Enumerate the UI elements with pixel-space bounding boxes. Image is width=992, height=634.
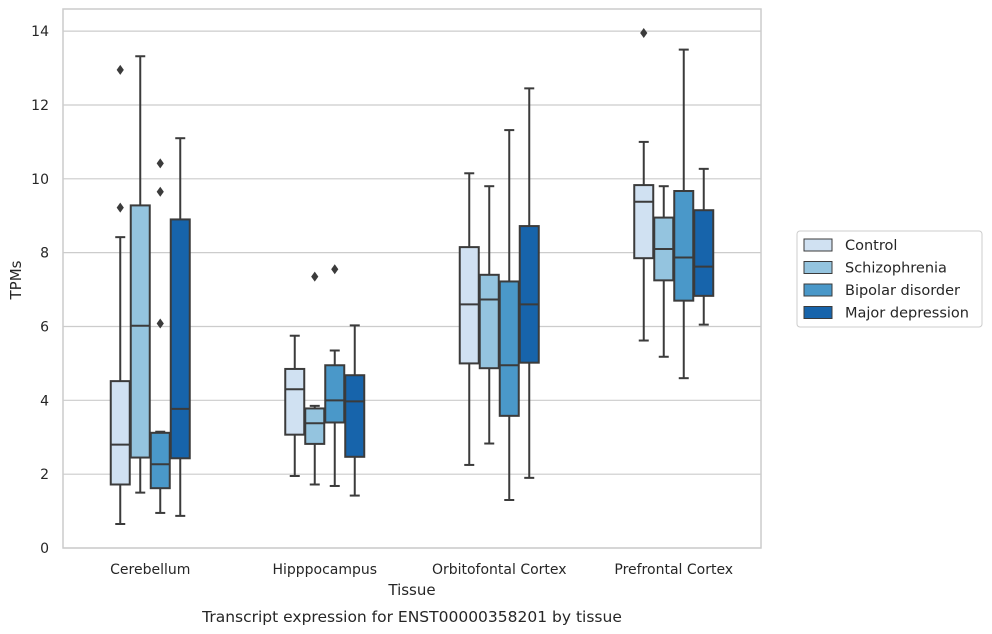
box xyxy=(498,280,520,417)
outlier-point xyxy=(640,27,648,38)
y-tick-label: 4 xyxy=(40,393,49,409)
box xyxy=(673,190,695,302)
box-3-3 xyxy=(693,167,715,326)
legend-swatch xyxy=(803,261,833,274)
box xyxy=(109,380,131,486)
outlier-point xyxy=(311,271,319,282)
y-tick-label: 6 xyxy=(40,319,49,335)
x-tick-label: Orbitofontal Cortex xyxy=(432,562,567,578)
box-1-1 xyxy=(304,271,326,486)
y-tick-label: 12 xyxy=(31,98,49,114)
legend-label: Major depression xyxy=(845,306,969,322)
box xyxy=(344,374,366,458)
legend-label: Schizophrenia xyxy=(845,261,947,277)
legend-frame xyxy=(796,230,983,328)
y-tick-label: 2 xyxy=(40,467,49,483)
box-2-3 xyxy=(518,87,540,479)
legend: Control Schizophrenia Bipolar disorder Majo… xyxy=(796,230,983,328)
box-0-1 xyxy=(129,55,151,494)
legend-swatch xyxy=(803,238,833,252)
legend-swatch xyxy=(803,283,833,297)
legend-swatch xyxy=(803,306,833,319)
y-tick-label: 10 xyxy=(31,172,49,188)
box xyxy=(324,364,346,424)
plot-frame xyxy=(62,8,762,549)
box-2-0 xyxy=(458,172,480,466)
outlier-point xyxy=(116,64,124,75)
x-tick-label: Hipppocampus xyxy=(272,562,377,578)
y-tick-labels: 0 2 4 6 8 10 12 14 xyxy=(31,24,49,557)
box-2-2 xyxy=(498,129,520,502)
box-1-3 xyxy=(344,324,366,497)
x-axis-label: Tissue xyxy=(387,581,435,599)
outlier-point xyxy=(156,318,164,329)
chart-title: Transcript expression for ENST0000035820… xyxy=(201,608,622,626)
box xyxy=(693,209,715,297)
box-3-1 xyxy=(653,185,675,358)
x-tick-label: Prefrontal Cortex xyxy=(614,562,733,578)
outlier-point xyxy=(156,158,164,169)
x-tick-labels: Cerebellum Hipppocampus Orbitofontal Corte… xyxy=(110,562,733,578)
y-tick-label: 8 xyxy=(40,246,49,262)
box xyxy=(478,273,500,370)
box-0-3 xyxy=(169,137,191,517)
box-0-2 xyxy=(149,158,171,514)
box-0-0 xyxy=(109,64,131,526)
box-3-2 xyxy=(673,48,695,380)
box xyxy=(304,407,326,445)
outlier-point xyxy=(116,202,124,213)
legend-label: Control xyxy=(845,238,897,254)
box xyxy=(149,431,171,490)
outlier-point xyxy=(156,186,164,197)
box xyxy=(129,204,151,459)
box xyxy=(518,225,540,364)
box-3-0 xyxy=(633,27,655,342)
y-axis-label: TPMs xyxy=(7,260,25,300)
y-tick-label: 0 xyxy=(40,541,49,557)
box xyxy=(284,367,306,436)
outlier-point xyxy=(331,264,339,275)
y-tick-label: 14 xyxy=(31,24,49,40)
box xyxy=(169,218,191,460)
legend-label: Bipolar disorder xyxy=(845,283,960,299)
box xyxy=(633,184,655,260)
box-1-0 xyxy=(284,334,306,478)
box-groups xyxy=(109,27,715,526)
x-tick-label: Cerebellum xyxy=(110,562,190,578)
